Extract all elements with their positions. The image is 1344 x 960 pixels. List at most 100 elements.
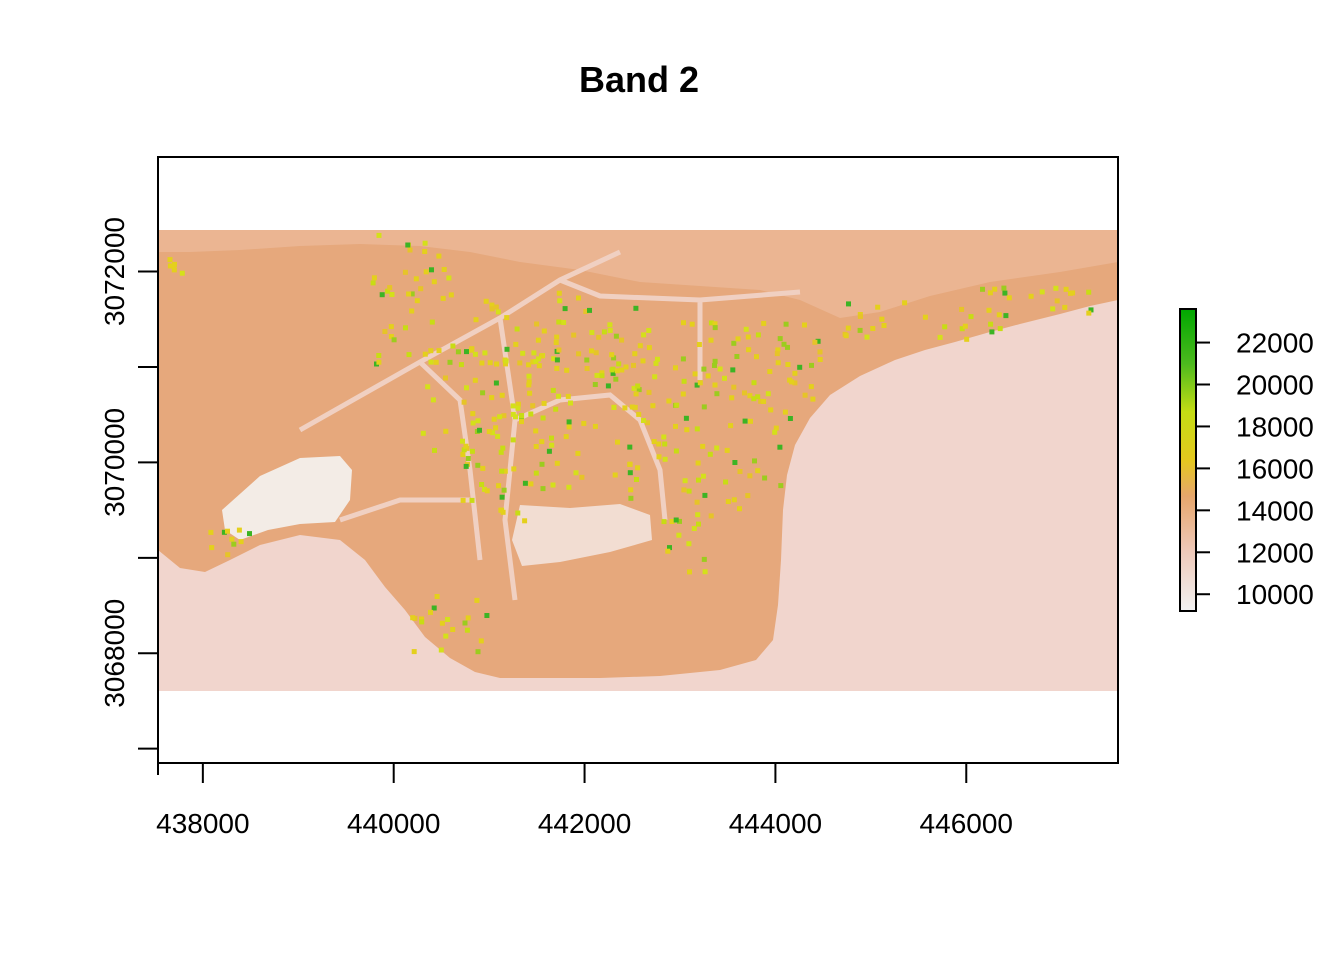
vegetation-pixel — [777, 336, 783, 342]
vegetation-pixel — [208, 529, 214, 535]
vegetation-pixel — [533, 444, 539, 449]
vegetation-pixel — [775, 360, 781, 366]
vegetation-pixel — [881, 323, 887, 328]
vegetation-pixel — [472, 377, 478, 383]
vegetation-pixel — [792, 380, 798, 386]
vegetation-pixel — [712, 358, 718, 364]
vegetation-pixel — [633, 391, 639, 397]
vegetation-pixel — [371, 275, 377, 281]
vegetation-pixel — [808, 384, 814, 390]
vegetation-pixel — [429, 319, 435, 325]
vegetation-pixel — [645, 420, 650, 426]
vegetation-pixel — [1050, 306, 1056, 312]
vegetation-pixel — [443, 428, 449, 434]
vegetation-pixel — [402, 269, 408, 275]
vegetation-pixel — [650, 403, 656, 409]
vegetation-pixel — [761, 320, 767, 326]
vegetation-pixel — [484, 488, 490, 494]
vegetation-pixel — [782, 409, 788, 415]
vegetation-pixel — [607, 328, 613, 333]
vegetation-pixel — [480, 390, 486, 396]
vegetation-pixel — [751, 396, 757, 402]
vegetation-pixel — [622, 405, 628, 411]
vegetation-pixel — [611, 405, 617, 410]
raster-image — [158, 230, 1118, 691]
vegetation-pixel — [708, 320, 714, 326]
vegetation-pixel — [701, 366, 707, 372]
vegetation-pixel — [423, 269, 429, 275]
vegetation-pixel — [556, 393, 561, 399]
y-tick-label: 3068000 — [99, 599, 130, 708]
vegetation-pixel — [422, 351, 428, 357]
vegetation-pixel — [491, 416, 497, 422]
vegetation-pixel — [370, 280, 376, 286]
vegetation-pixel — [612, 472, 618, 478]
vegetation-pixel — [564, 367, 570, 373]
vegetation-pixel — [735, 336, 741, 342]
vegetation-pixel — [565, 393, 571, 399]
vegetation-pixel — [540, 486, 546, 492]
vegetation-pixel — [767, 369, 773, 374]
vegetation-pixel — [1001, 285, 1007, 291]
vegetation-pixel — [561, 320, 567, 325]
vegetation-pixel — [407, 247, 413, 253]
vegetation-pixel — [229, 536, 235, 542]
vegetation-pixel — [1054, 298, 1060, 304]
vegetation-pixel — [783, 321, 789, 327]
vegetation-pixel — [528, 411, 534, 417]
vegetation-pixel — [656, 454, 662, 460]
vegetation-pixel — [455, 349, 461, 355]
vegetation-pixel — [1062, 304, 1068, 310]
vegetation-pixel — [702, 569, 708, 575]
vegetation-pixel — [474, 597, 480, 603]
vegetation-pixel — [629, 404, 635, 410]
vegetation-pixel — [475, 649, 481, 655]
vegetation-pixel — [694, 382, 700, 388]
vegetation-pixel — [637, 343, 643, 349]
vegetation-pixel — [167, 263, 173, 269]
vegetation-pixel — [556, 290, 562, 296]
vegetation-pixel — [964, 336, 970, 342]
vegetation-pixel — [557, 298, 563, 304]
vegetation-pixel — [450, 343, 456, 349]
vegetation-pixel — [762, 475, 768, 481]
vegetation-pixel — [550, 387, 556, 393]
vegetation-pixel — [646, 345, 652, 351]
vegetation-pixel — [514, 326, 520, 332]
legend-gradient — [1179, 308, 1197, 612]
vegetation-pixel — [441, 267, 447, 272]
vegetation-pixel — [406, 291, 412, 297]
vegetation-pixel — [707, 451, 713, 457]
vegetation-pixel — [681, 320, 686, 326]
vegetation-pixel — [673, 517, 679, 523]
vegetation-pixel — [748, 418, 753, 424]
vegetation-pixel — [623, 364, 629, 370]
y-axis: 3068000 3070000 3072000 — [99, 202, 159, 775]
vegetation-pixel — [225, 528, 230, 534]
vegetation-pixel — [705, 373, 711, 379]
vegetation-pixel — [513, 341, 519, 347]
vegetation-pixel — [534, 321, 540, 327]
vegetation-pixel — [493, 380, 499, 386]
vegetation-pixel — [431, 279, 437, 285]
vegetation-pixel — [475, 418, 481, 424]
vegetation-pixel — [470, 420, 476, 426]
vegetation-pixel — [599, 370, 605, 376]
vegetation-pixel — [817, 357, 823, 362]
vegetation-pixel — [992, 286, 998, 292]
vegetation-pixel — [962, 323, 968, 329]
vegetation-pixel — [613, 376, 619, 382]
vegetation-pixel — [501, 487, 507, 493]
vegetation-pixel — [489, 395, 495, 401]
vegetation-pixel — [875, 304, 881, 310]
vegetation-pixel — [461, 399, 467, 405]
vegetation-pixel — [411, 649, 417, 655]
vegetation-pixel — [528, 481, 534, 487]
vegetation-pixel — [562, 306, 568, 312]
vegetation-pixel — [432, 447, 437, 453]
vegetation-pixel — [463, 443, 469, 449]
vegetation-pixel — [802, 392, 808, 398]
vegetation-pixel — [641, 332, 647, 338]
vegetation-pixel — [773, 425, 779, 431]
vegetation-pixel — [566, 419, 572, 425]
